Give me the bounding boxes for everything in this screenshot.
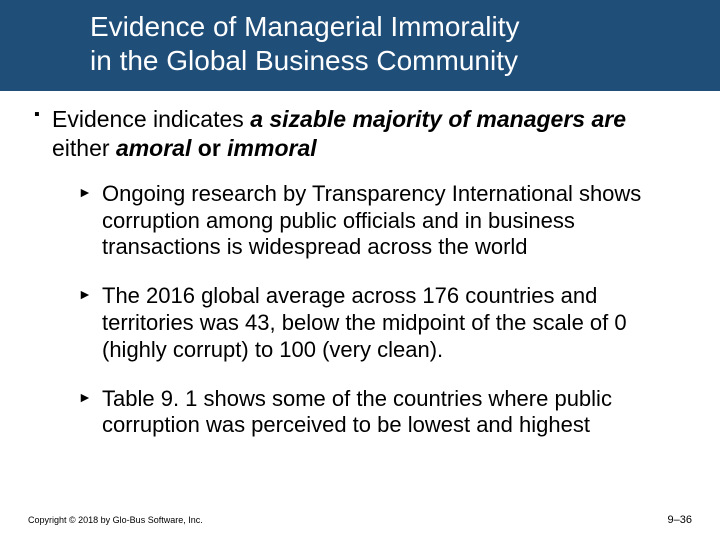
- title-line-2: in the Global Business Community: [90, 45, 518, 76]
- b1-seg1: Evidence indicates: [52, 106, 250, 132]
- b1-seg6: immoral: [227, 135, 316, 161]
- bullet-item-1: Evidence indicates a sizable majority of…: [34, 105, 686, 439]
- b1-seg4: amoral: [116, 135, 191, 161]
- b1-seg2: a sizable majority of managers are: [250, 106, 626, 132]
- page-number: 9–36: [668, 514, 692, 526]
- title-band: Evidence of Managerial Immorality in the…: [0, 0, 720, 91]
- copyright-text: Copyright © 2018 by Glo-Bus Software, In…: [28, 515, 203, 525]
- b1-seg3: either: [52, 135, 116, 161]
- b1-seg5: or: [191, 135, 227, 161]
- title-line-1: Evidence of Managerial Immorality: [90, 11, 520, 42]
- bullet-list-level2: Ongoing research by Transparency Interna…: [52, 181, 686, 440]
- footer: Copyright © 2018 by Glo-Bus Software, In…: [0, 514, 720, 526]
- sub-item-3: Table 9. 1 shows some of the countries w…: [78, 386, 686, 440]
- slide-title: Evidence of Managerial Immorality in the…: [90, 10, 700, 77]
- sub-item-2: The 2016 global average across 176 count…: [78, 283, 686, 363]
- content-area: Evidence indicates a sizable majority of…: [0, 91, 720, 439]
- bullet-list-level1: Evidence indicates a sizable majority of…: [34, 105, 686, 439]
- sub-item-1: Ongoing research by Transparency Interna…: [78, 181, 686, 261]
